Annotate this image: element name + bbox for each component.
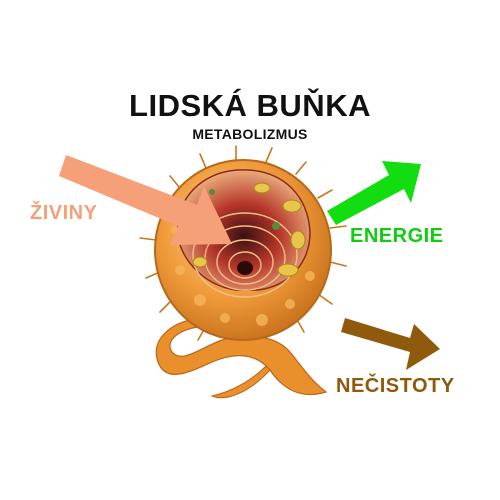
page-title: LIDSKÁ BUŇKA xyxy=(129,88,371,123)
energy-label: ENERGIE xyxy=(350,225,444,247)
energy-arrow xyxy=(327,161,421,225)
waste-arrow xyxy=(341,318,440,370)
cilia xyxy=(139,145,347,351)
nutrients-label: ŽIVINY xyxy=(30,202,98,224)
waste-label: NEČISTOTY xyxy=(336,375,455,397)
page-subtitle: METABOLIZMUS xyxy=(192,126,308,142)
nutrients-arrow xyxy=(59,155,232,245)
cell-cutaway xyxy=(177,169,311,291)
flagellum xyxy=(155,317,328,396)
